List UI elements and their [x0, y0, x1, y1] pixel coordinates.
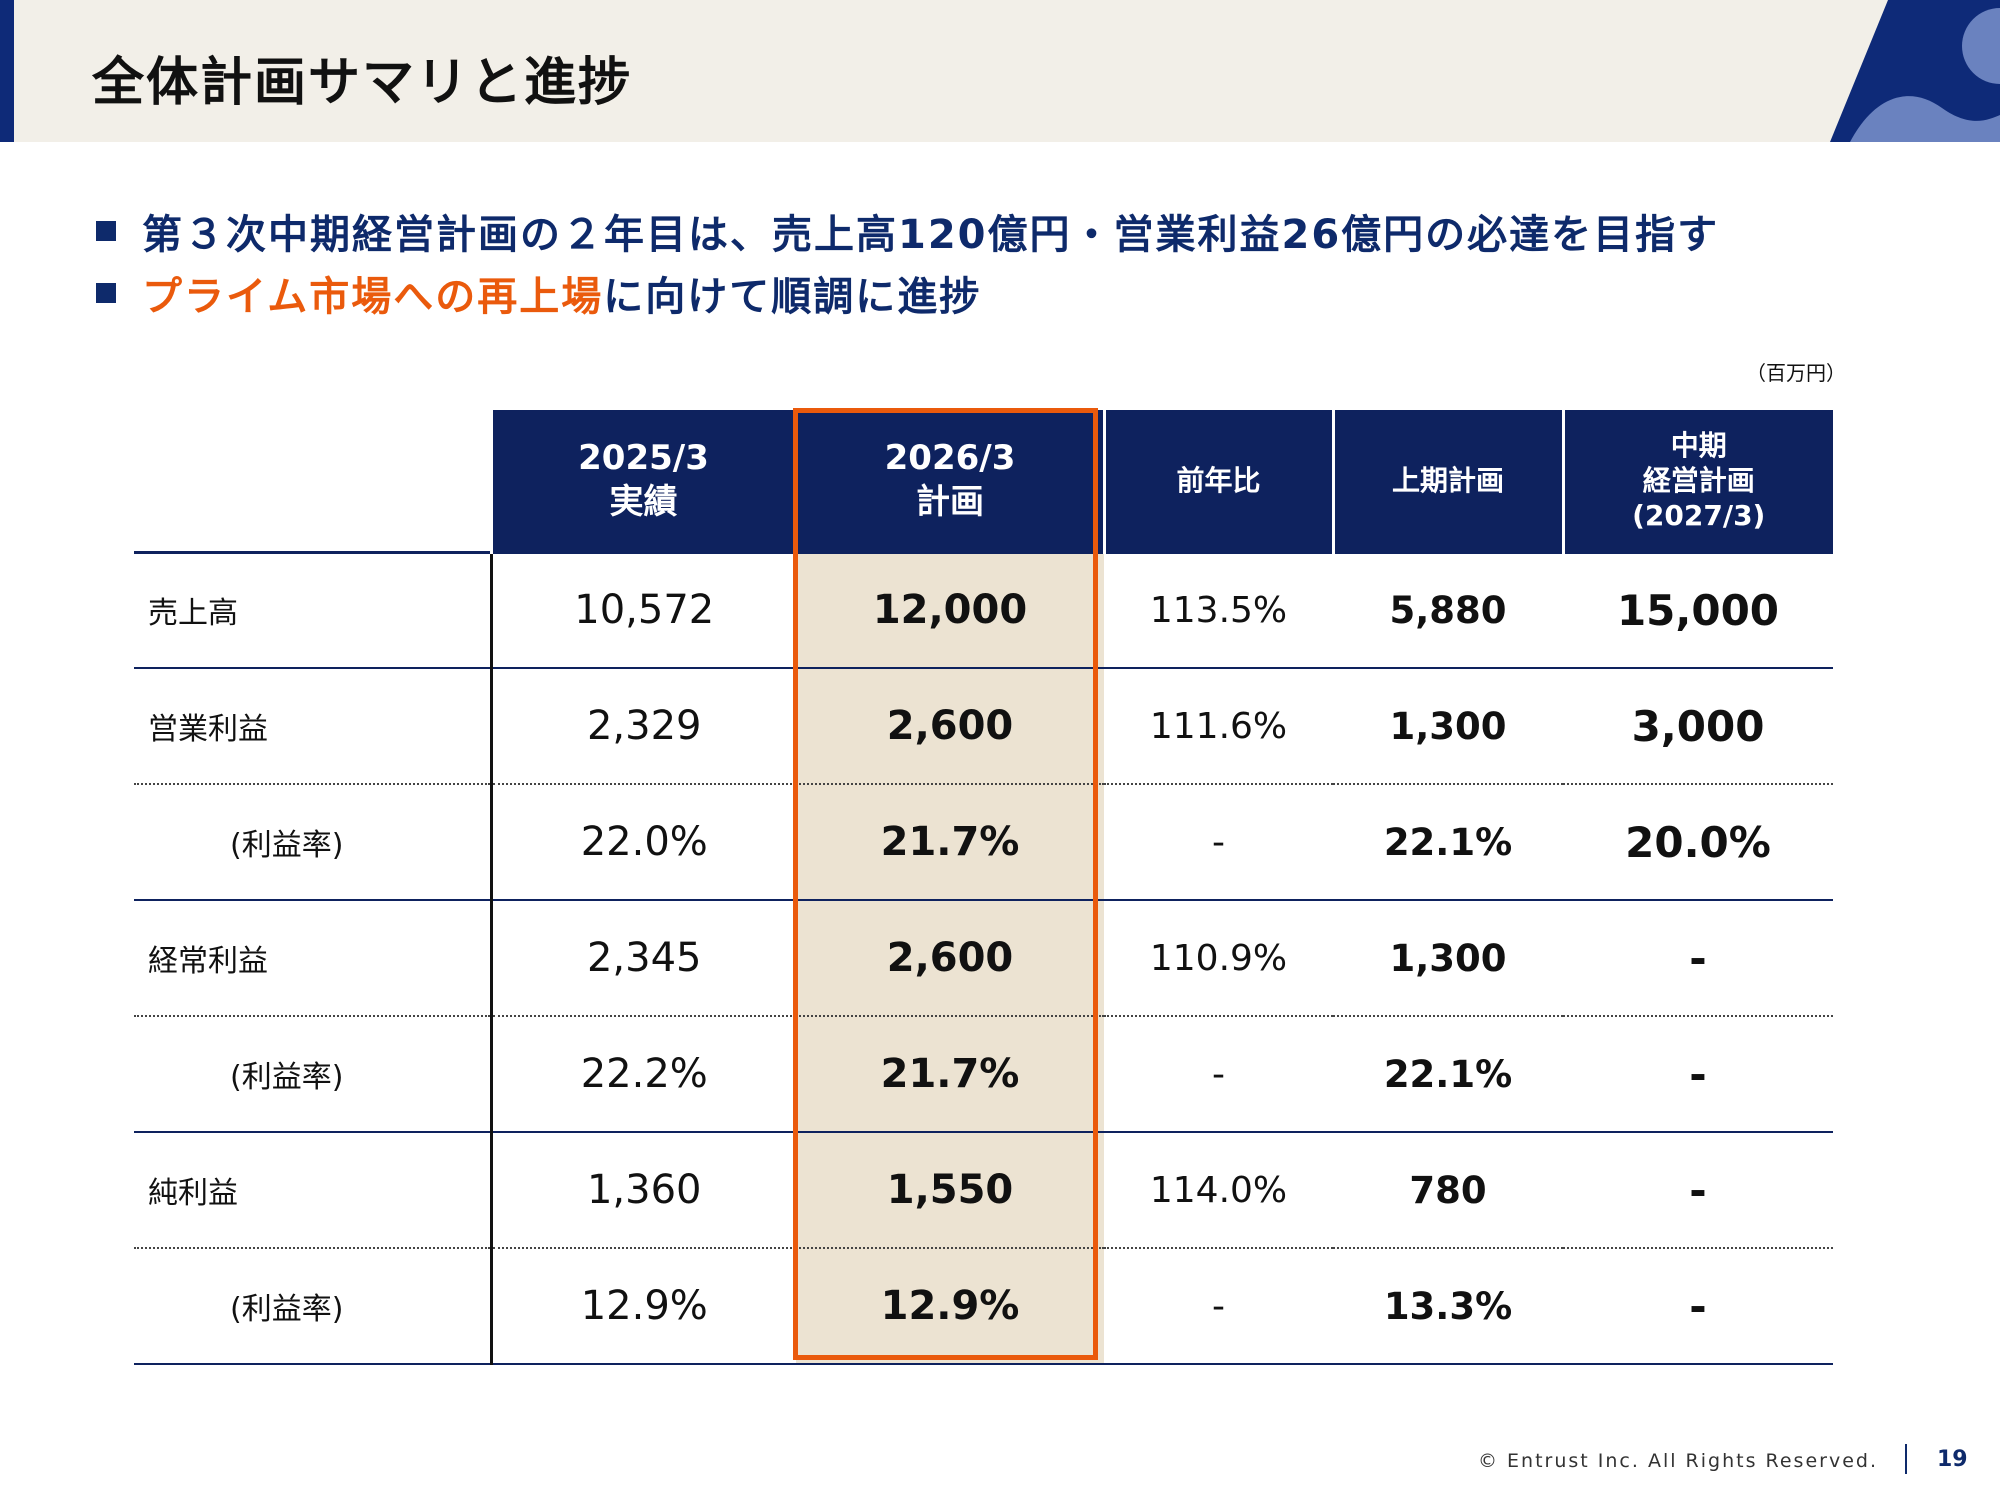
- cell-h1: 22.1%: [1383, 820, 1513, 864]
- cell-actual: 22.0%: [580, 819, 708, 865]
- cell-plan: 2,600: [796, 900, 1104, 1016]
- bullet-highlight-text: プライム市場への再上場: [142, 274, 604, 320]
- cell-plan: 1,550: [796, 1132, 1104, 1248]
- row-label: (利益率): [134, 784, 493, 900]
- cell-actual: 2,345: [586, 935, 702, 981]
- cell-mtp: -: [1689, 1165, 1707, 1215]
- cell-h1: 1,300: [1389, 936, 1507, 980]
- row-label: 純利益: [134, 1132, 493, 1248]
- page-number: 19: [1937, 1447, 1968, 1472]
- cell-mtp: 15,000: [1616, 585, 1780, 635]
- bullet-square-icon: [96, 221, 116, 241]
- cell-plan: 12.9%: [796, 1248, 1104, 1364]
- unit-note: （百万円）: [1746, 361, 1846, 385]
- bullet-list: 第３次中期経営計画の２年目は、売上高120億円・営業利益26億円の必達を目指す …: [96, 200, 1719, 324]
- header-blank-cell: [134, 410, 491, 552]
- cell-yoy: 111.6%: [1149, 705, 1288, 747]
- header-accent-bar: [0, 0, 14, 142]
- cell-h1: 22.1%: [1383, 1052, 1513, 1096]
- cell-actual: 12.9%: [580, 1283, 708, 1329]
- cell-mtp: -: [1689, 933, 1707, 983]
- cell-actual: 10,572: [574, 587, 715, 634]
- header-mtp-line: (2027/3): [1632, 498, 1766, 532]
- header-actual-year: 2025/3: [578, 438, 709, 479]
- header-plan-2026: 2026/3 計画: [794, 410, 1104, 552]
- bullet-text: 第３次中期経営計画の２年目は、売上高120億円・営業利益26億円の必達を目指す: [142, 212, 1720, 258]
- cell-plan: 21.7%: [796, 1016, 1104, 1132]
- header-actual-2025: 2025/3 実績: [489, 410, 796, 552]
- cell-yoy: -: [1212, 1285, 1225, 1327]
- cell-plan: 2,600: [796, 668, 1104, 784]
- header-mtp-line: 経営計画: [1642, 463, 1755, 497]
- cell-actual: 22.2%: [580, 1051, 708, 1097]
- header-actual-label: 実績: [609, 482, 678, 523]
- cell-plan: 12,000: [796, 552, 1104, 668]
- table-header-row: 2025/3 実績 2026/3 計画 前年比 上期計画 中期 経営計画 (20…: [134, 410, 1833, 552]
- page-title: 全体計画サマリと進捗: [92, 53, 633, 113]
- header-band: 全体計画サマリと進捗: [0, 0, 2000, 142]
- table-row-net-margin: (利益率) 12.9% 12.9% - 13.3% -: [134, 1248, 1833, 1364]
- table-row-net-income: 純利益 1,360 1,550 114.0% 780 -: [134, 1132, 1833, 1248]
- cell-h1: 780: [1409, 1168, 1487, 1212]
- header-h1-plan: 上期計画: [1331, 410, 1563, 552]
- corner-decoration: [1830, 0, 2000, 142]
- header-plan-label: 計画: [916, 482, 984, 523]
- row-label: 経常利益: [134, 900, 493, 1016]
- cell-yoy: 114.0%: [1149, 1169, 1288, 1211]
- table-row-sales: 売上高 10,572 12,000 113.5% 5,880 15,000: [134, 552, 1833, 668]
- footer-copyright: © Entrust Inc. All Rights Reserved.: [1478, 1450, 1878, 1472]
- row-label: (利益率): [134, 1248, 493, 1364]
- bullet-text: に向けて順調に進捗: [603, 274, 982, 320]
- cell-actual: 2,329: [586, 703, 702, 749]
- table-row-operating-profit: 営業利益 2,329 2,600 111.6% 1,300 3,000: [134, 668, 1833, 784]
- cell-mtp: -: [1689, 1049, 1707, 1099]
- cell-h1: 5,880: [1389, 588, 1507, 632]
- row-label: 売上高: [134, 552, 493, 668]
- cell-h1: 1,300: [1389, 704, 1507, 748]
- cell-h1: 13.3%: [1383, 1284, 1513, 1328]
- cell-mtp: -: [1689, 1281, 1707, 1331]
- cell-yoy: -: [1212, 821, 1225, 863]
- bullet-item: プライム市場への再上場 に向けて順調に進捗: [96, 262, 1719, 324]
- footer-divider: [1905, 1444, 1907, 1474]
- cell-yoy: -: [1212, 1053, 1225, 1095]
- cell-yoy: 110.9%: [1149, 937, 1288, 979]
- cell-mtp: 3,000: [1631, 701, 1765, 751]
- header-midterm-plan: 中期 経営計画 (2027/3): [1561, 410, 1833, 552]
- table-row-operating-margin: (利益率) 22.0% 21.7% - 22.1% 20.0%: [134, 784, 1833, 900]
- row-label: 営業利益: [134, 668, 493, 784]
- table-row-ordinary-profit: 経常利益 2,345 2,600 110.9% 1,300 -: [134, 900, 1833, 1016]
- cell-mtp: 20.0%: [1625, 817, 1771, 867]
- cell-yoy: 113.5%: [1149, 589, 1288, 631]
- header-plan-year: 2026/3: [884, 438, 1016, 479]
- header-yoy: 前年比: [1102, 410, 1333, 552]
- bullet-square-icon: [96, 283, 116, 303]
- table-row-ordinary-margin: (利益率) 22.2% 21.7% - 22.1% -: [134, 1016, 1833, 1132]
- row-label: (利益率): [134, 1016, 493, 1132]
- bullet-item: 第３次中期経営計画の２年目は、売上高120億円・営業利益26億円の必達を目指す: [96, 200, 1719, 262]
- financial-plan-table: 2025/3 実績 2026/3 計画 前年比 上期計画 中期 経営計画 (20…: [134, 410, 1833, 1365]
- cell-plan: 21.7%: [796, 784, 1104, 900]
- header-mtp-line: 中期: [1670, 428, 1727, 462]
- cell-actual: 1,360: [586, 1167, 702, 1213]
